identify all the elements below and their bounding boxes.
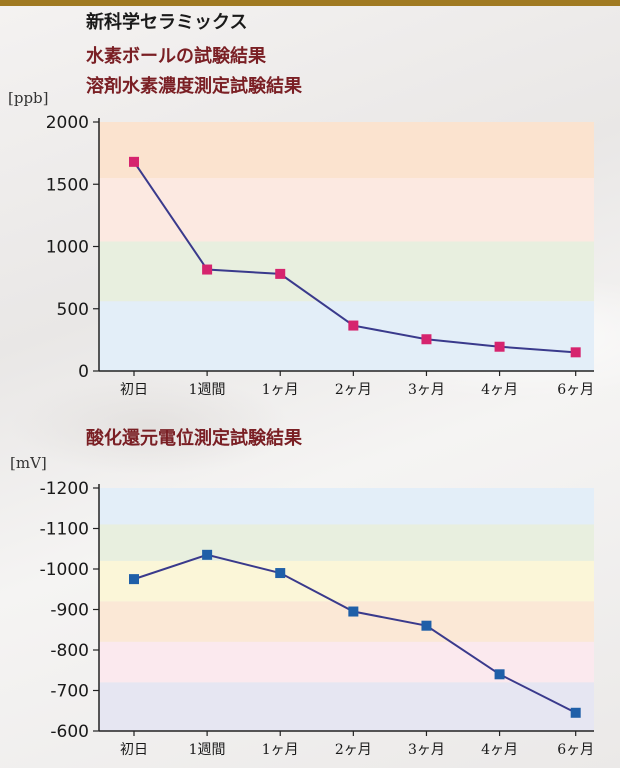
chart2-unit-label: [mV]: [10, 454, 47, 472]
chart1-ytick-label-4: 0: [78, 362, 89, 382]
chart1-xtick-label-6: 6ヶ月: [557, 382, 594, 398]
chart1-point-6: [570, 347, 581, 358]
chart2-band-1: [99, 524, 594, 561]
chart1-xtick-label-3: 2ヶ月: [335, 382, 372, 398]
chart2-ytick-label-2: -1000: [40, 560, 89, 580]
chart1-xtick-label-4: 3ヶ月: [408, 382, 445, 398]
chart1-title: 溶剤水素濃度測定試験結果: [86, 76, 302, 97]
chart1-band-3: [99, 301, 594, 371]
chart2-point-3: [348, 606, 359, 617]
chart1-ytick-label-2: 1000: [46, 238, 89, 258]
chart1-ytick-label-0: 2000: [46, 113, 89, 133]
chart2-xtick-label-3: 2ヶ月: [335, 742, 372, 758]
chart2-title: 酸化還元電位測定試験結果: [86, 428, 302, 449]
chart1-point-1: [202, 264, 213, 275]
chart2-xtick-label-2: 1ヶ月: [262, 742, 299, 758]
chart2-point-1: [202, 549, 213, 560]
chart2-point-2: [275, 568, 286, 579]
chart2-xtick-label-6: 6ヶ月: [557, 742, 594, 758]
chart1-xtick-label-2: 1ヶ月: [262, 382, 299, 398]
chart1-ytick-label-1: 1500: [46, 175, 89, 195]
top-accent-bar: [0, 0, 620, 6]
chart2-ytick-label-6: -600: [50, 722, 89, 742]
brand-title: 新科学セラミックス: [86, 12, 248, 33]
chart2-xtick-label-0: 初日: [120, 741, 148, 758]
chart2-band-0: [99, 488, 594, 525]
chart1-ytick-label-3: 500: [57, 300, 89, 320]
chart2-xtick-label-5: 4ヶ月: [481, 742, 518, 758]
chart2-band-5: [99, 682, 594, 731]
chart2-point-4: [421, 620, 432, 631]
chart1-xtick-label-1: 1週間: [189, 382, 226, 398]
chart1-band-0: [99, 122, 594, 179]
chart2-ytick-label-4: -800: [50, 641, 89, 661]
chart2-band-4: [99, 641, 594, 683]
chart1-point-2: [275, 268, 286, 279]
chart1-xtick-label-0: 初日: [120, 381, 148, 398]
chart1-band-2: [99, 241, 594, 302]
chart1-point-4: [421, 334, 432, 345]
chart2-xtick-label-4: 3ヶ月: [408, 742, 445, 758]
page-subtitle: 水素ボールの試験結果: [86, 46, 266, 67]
chart1-point-0: [129, 156, 139, 167]
chart2-ytick-label-1: -1100: [40, 520, 89, 540]
chart1-point-3: [348, 320, 359, 331]
chart2-ytick-label-5: -700: [50, 682, 89, 702]
hydrogen-concentration-chart: [ppb] 2000 1500 1000 500 0 初日 1週間 1ヶ月 2ヶ月 3ヶ月 4ヶ月 6…: [8, 89, 594, 398]
chart2-ytick-label-0: -1200: [40, 479, 89, 499]
chart2-band-2: [99, 560, 594, 602]
chart1-xtick-label-5: 4ヶ月: [481, 382, 518, 398]
chart2-point-5: [494, 669, 505, 680]
chart2-point-0: [129, 574, 139, 585]
chart1-point-5: [494, 341, 505, 352]
chart2-xtick-label-1: 1週間: [189, 742, 226, 758]
chart2-ytick-label-3: -900: [50, 601, 89, 621]
chart1-unit-label: [ppb]: [8, 89, 49, 107]
chart2-point-6: [570, 707, 581, 718]
